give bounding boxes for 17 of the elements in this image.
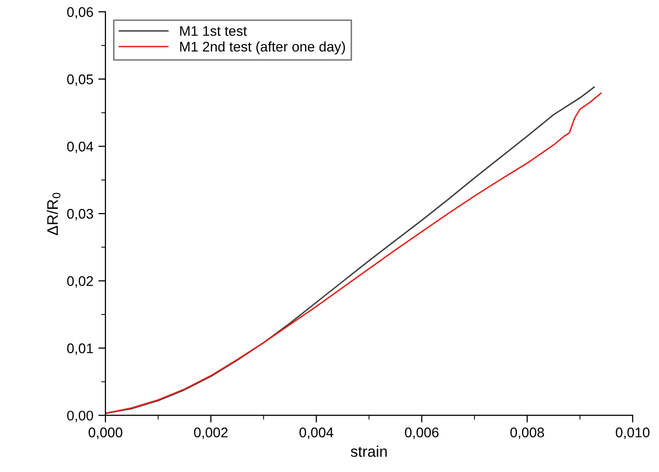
y-axis-title: ΔR/R$_{0}$	[46, 192, 60, 236]
legend-label: M1 1st test	[180, 26, 247, 36]
x-tick-label: 0,002	[194, 428, 228, 440]
y-tick-label: 0,01	[67, 343, 93, 355]
y-tick-label: 0,04	[67, 142, 94, 154]
y-tick-label: 0,02	[67, 276, 93, 288]
x-axis-title: strain	[350, 446, 387, 457]
legend-label: M1 2nd test (after one day)	[180, 41, 345, 54]
x-tick-label: 0,004	[299, 428, 334, 440]
y-tick-label: 0,00	[67, 410, 94, 422]
x-tick-label: 0,008	[510, 428, 544, 440]
x-tick-label: 0,000	[88, 428, 122, 440]
x-tick-label: 0,010	[616, 428, 650, 440]
y-tick-label: 0,05	[67, 74, 94, 86]
x-tick-label: 0,006	[404, 428, 439, 440]
y-tick-label: 0,06	[67, 7, 94, 19]
y-tick-label: 0,03	[67, 208, 94, 220]
